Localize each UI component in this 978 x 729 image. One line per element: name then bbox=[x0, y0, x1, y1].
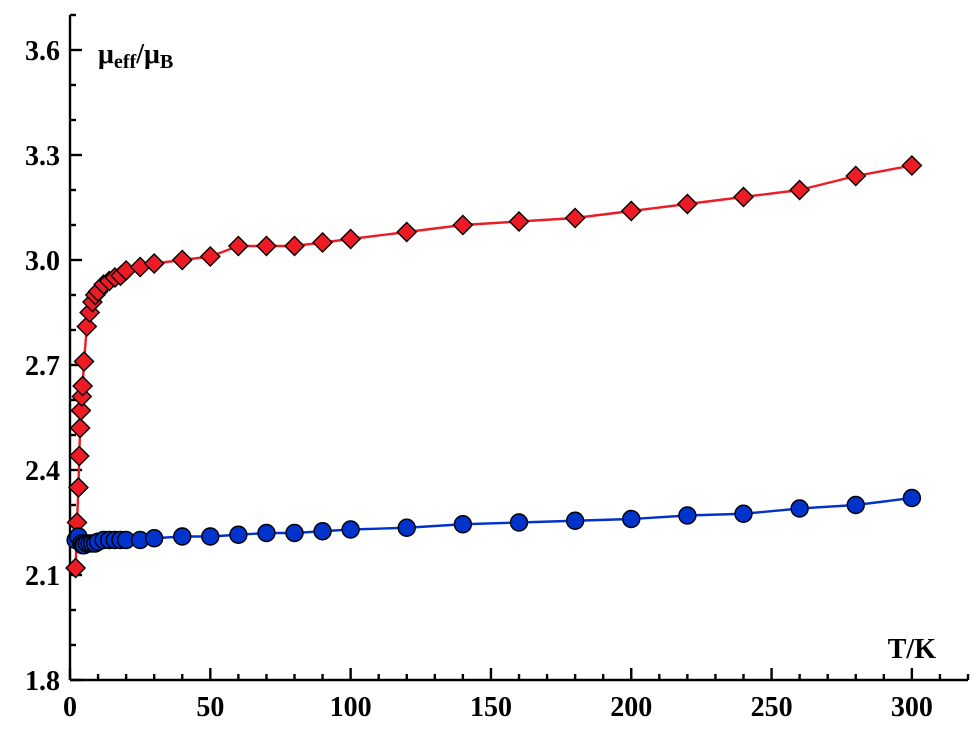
y-tick-label: 3.0 bbox=[25, 246, 60, 277]
marker-red-diamonds bbox=[131, 258, 150, 277]
marker-blue-circles bbox=[847, 497, 864, 514]
x-tick-label: 200 bbox=[610, 692, 652, 723]
x-tick-label: 300 bbox=[891, 692, 933, 723]
marker-red-diamonds bbox=[734, 188, 753, 207]
marker-blue-circles bbox=[286, 525, 303, 542]
marker-red-diamonds bbox=[566, 209, 585, 228]
marker-red-diamonds bbox=[70, 447, 89, 466]
marker-blue-circles bbox=[511, 514, 528, 531]
marker-blue-circles bbox=[903, 490, 920, 507]
x-axis-label: T/K bbox=[888, 634, 936, 665]
y-tick-label: 2.1 bbox=[25, 561, 60, 592]
marker-blue-circles bbox=[567, 512, 584, 529]
marker-blue-circles bbox=[174, 528, 191, 545]
marker-blue-circles bbox=[146, 530, 163, 547]
x-tick-label: 250 bbox=[751, 692, 793, 723]
marker-red-diamonds bbox=[285, 237, 304, 256]
marker-red-diamonds bbox=[313, 233, 332, 252]
marker-blue-circles bbox=[454, 516, 471, 533]
y-tick-label: 3.3 bbox=[25, 141, 60, 172]
marker-blue-circles bbox=[623, 511, 640, 528]
marker-red-diamonds bbox=[453, 216, 472, 235]
marker-red-diamonds bbox=[397, 223, 416, 242]
marker-blue-circles bbox=[791, 500, 808, 517]
marker-blue-circles bbox=[230, 526, 247, 543]
marker-red-diamonds bbox=[622, 202, 641, 221]
marker-red-diamonds bbox=[201, 247, 220, 266]
marker-red-diamonds bbox=[846, 167, 865, 186]
y-axis-label: μeff/μB bbox=[98, 39, 173, 73]
marker-red-diamonds bbox=[229, 237, 248, 256]
marker-blue-circles bbox=[735, 505, 752, 522]
marker-blue-circles bbox=[342, 521, 359, 538]
marker-red-diamonds bbox=[69, 478, 88, 497]
series-line-blue-circles bbox=[76, 498, 912, 545]
x-tick-label: 100 bbox=[330, 692, 372, 723]
y-tick-label: 2.4 bbox=[25, 456, 60, 487]
y-tick-label: 2.7 bbox=[25, 351, 60, 382]
mu-eff-vs-temperature-chart: 0 50 100 150 200 250 300 1.8 2.1 2.4 2.7 3.0 3.3 3.6 T… bbox=[0, 0, 978, 729]
y-tick-label: 1.8 bbox=[25, 666, 60, 697]
marker-red-diamonds bbox=[173, 251, 192, 270]
chart-svg: 0 50 100 150 200 250 300 1.8 2.1 2.4 2.7 3.0 3.3 3.6 T… bbox=[0, 0, 978, 729]
series-line-red-diamonds bbox=[76, 166, 912, 569]
marker-blue-circles bbox=[202, 528, 219, 545]
x-tick-label: 50 bbox=[196, 692, 224, 723]
marker-red-diamonds bbox=[510, 212, 529, 231]
x-tick-label: 0 bbox=[63, 692, 77, 723]
marker-red-diamonds bbox=[145, 254, 164, 273]
marker-blue-circles bbox=[314, 523, 331, 540]
marker-blue-circles bbox=[679, 507, 696, 524]
marker-red-diamonds bbox=[75, 352, 94, 371]
y-tick-label: 3.6 bbox=[25, 36, 60, 67]
marker-red-diamonds bbox=[678, 195, 697, 214]
marker-red-diamonds bbox=[257, 237, 276, 256]
marker-red-diamonds bbox=[902, 156, 921, 175]
marker-blue-circles bbox=[398, 519, 415, 536]
marker-red-diamonds bbox=[341, 230, 360, 249]
marker-blue-circles bbox=[258, 525, 275, 542]
x-tick-label: 150 bbox=[470, 692, 512, 723]
marker-red-diamonds bbox=[790, 181, 809, 200]
